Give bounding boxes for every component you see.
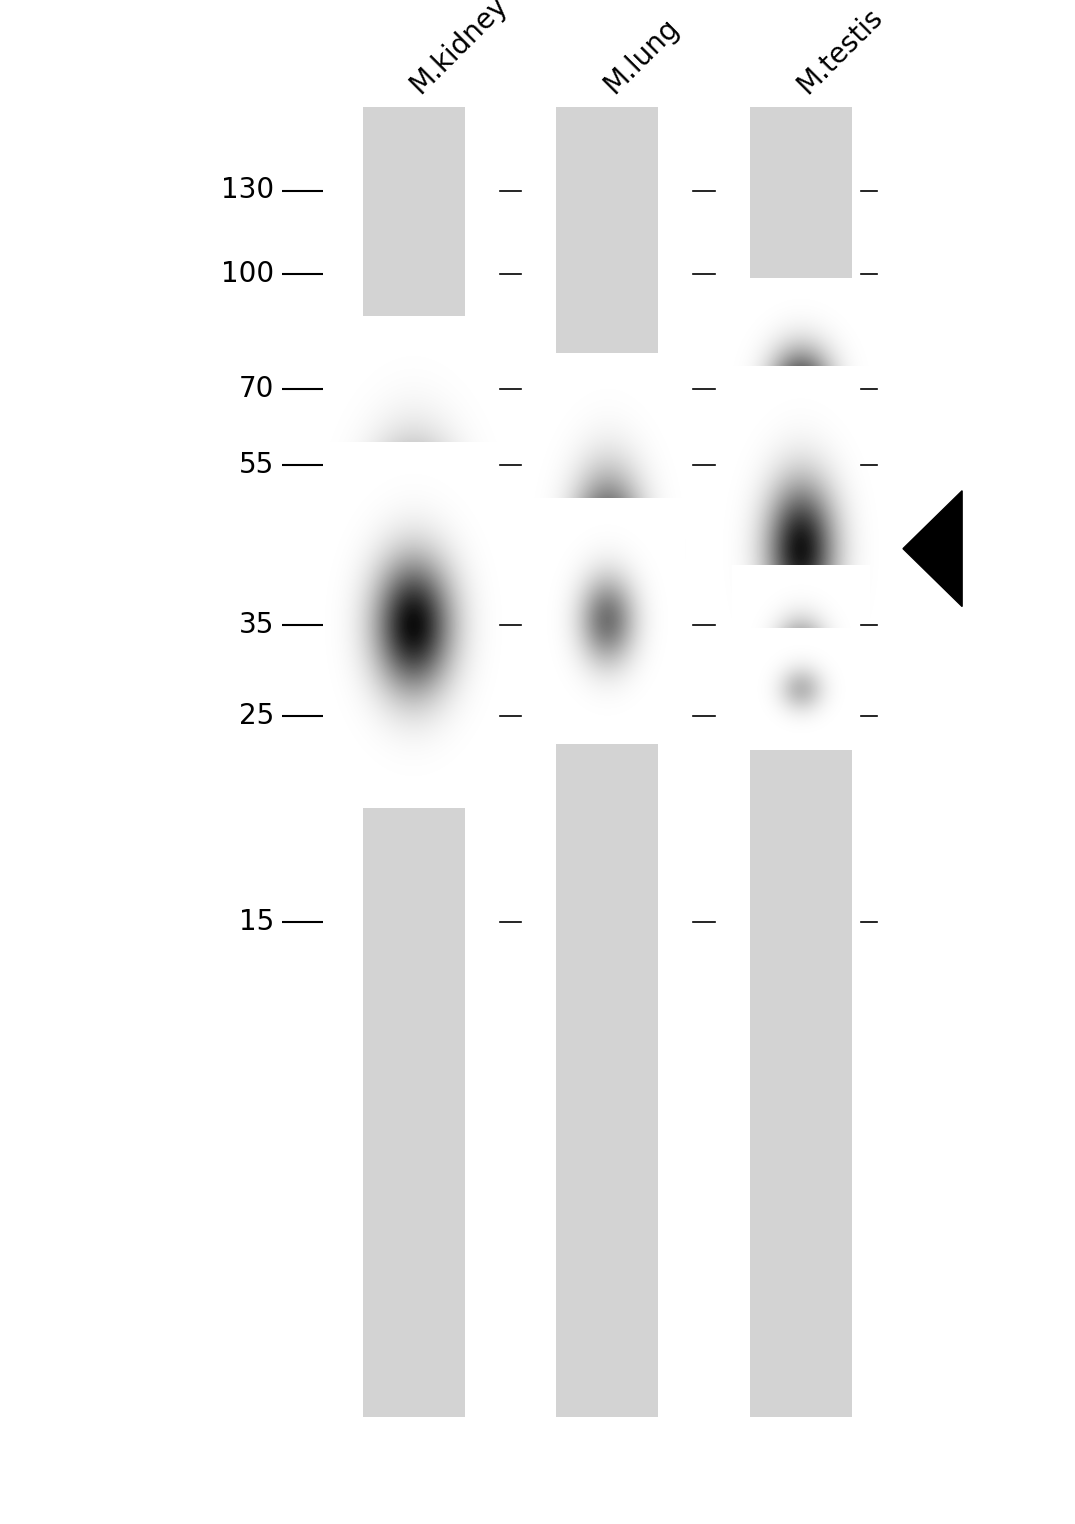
Text: 35: 35 xyxy=(239,611,274,639)
Text: M.lung: M.lung xyxy=(599,14,685,99)
Text: 100: 100 xyxy=(221,261,274,288)
Text: 130: 130 xyxy=(221,177,274,204)
Text: 25: 25 xyxy=(239,703,274,730)
Text: M.kidney: M.kidney xyxy=(405,0,513,99)
Bar xyxy=(363,107,465,1417)
Bar xyxy=(557,107,658,1417)
Polygon shape xyxy=(903,491,962,607)
Text: 70: 70 xyxy=(239,375,274,402)
Text: M.testis: M.testis xyxy=(792,3,888,99)
Bar xyxy=(750,107,852,1417)
Text: 15: 15 xyxy=(239,908,274,936)
Text: 55: 55 xyxy=(239,451,274,479)
